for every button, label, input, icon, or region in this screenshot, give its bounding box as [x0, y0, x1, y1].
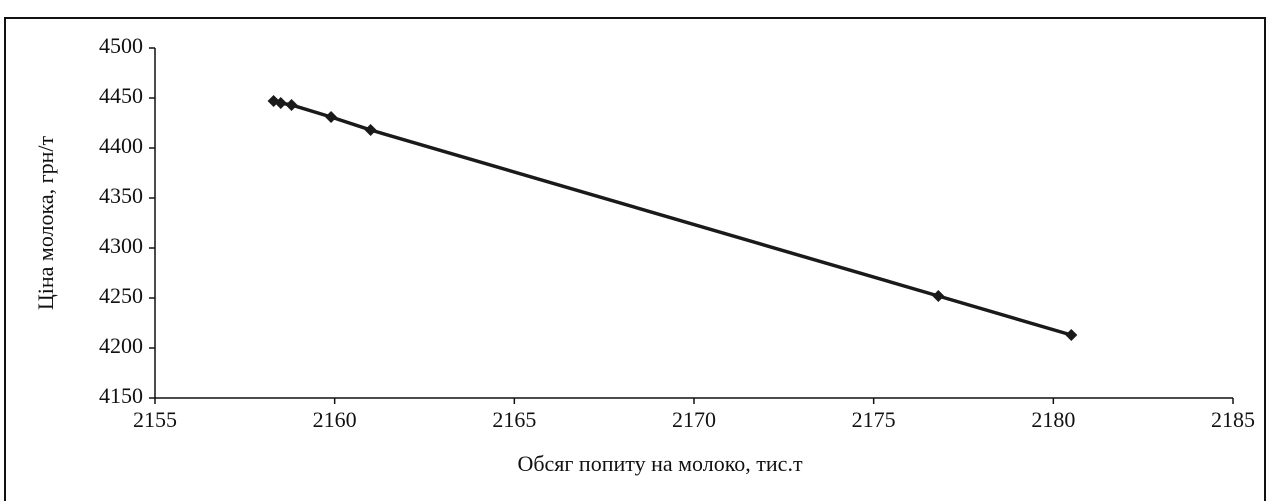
- x-tick-label: 2175: [852, 407, 896, 432]
- y-tick-label: 4200: [99, 333, 143, 358]
- x-tick-label: 2180: [1031, 407, 1075, 432]
- x-tick-label: 2155: [133, 407, 177, 432]
- y-tick-label: 4450: [99, 83, 143, 108]
- point: [932, 290, 945, 302]
- x-axis-title: Обсяг попиту на молоко, тис.т: [517, 451, 803, 476]
- point: [364, 124, 377, 136]
- chart-frame: [4, 17, 1266, 501]
- y-tick-label: 4300: [99, 233, 143, 258]
- x-tick-label: 2160: [313, 407, 357, 432]
- y-tick-label: 4350: [99, 183, 143, 208]
- y-axis-title: Ціна молока, грн/т: [33, 135, 58, 310]
- y-tick-label: 4250: [99, 283, 143, 308]
- y-tick-label: 4150: [99, 383, 143, 408]
- x-tick-label: 2185: [1211, 407, 1255, 432]
- x-tick-label: 2170: [672, 407, 716, 432]
- y-tick-label: 4400: [99, 133, 143, 158]
- point: [274, 97, 287, 109]
- point: [325, 111, 338, 123]
- point: [1065, 329, 1078, 341]
- y-tick-label: 4500: [99, 33, 143, 58]
- point: [285, 99, 298, 111]
- x-tick-label: 2165: [492, 407, 536, 432]
